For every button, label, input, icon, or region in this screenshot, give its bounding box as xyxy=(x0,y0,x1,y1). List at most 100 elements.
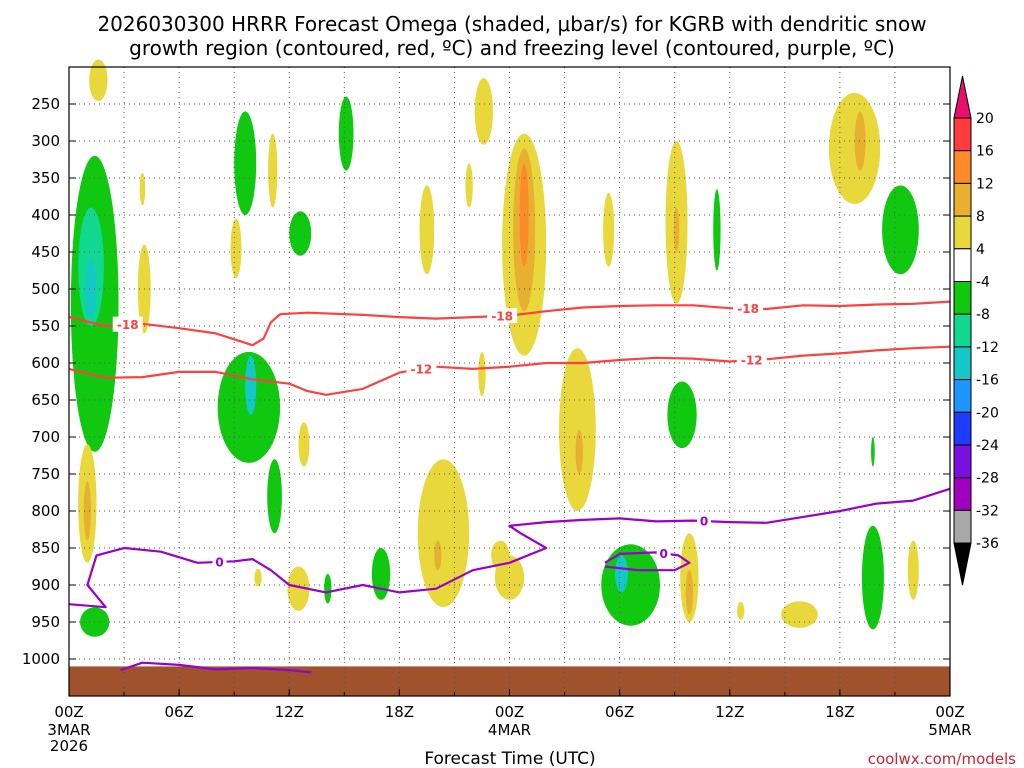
colorbar-label-1: 16 xyxy=(976,144,994,160)
colorbar-label-9: -20 xyxy=(976,405,999,421)
y-tick-label-550: 550 xyxy=(31,317,60,335)
x-tick-label-48: 00Z xyxy=(935,703,964,721)
omega-region-24 xyxy=(603,192,615,267)
contour-label-bg--18-1 xyxy=(487,307,518,323)
credit-text: coolwx.com/models xyxy=(868,750,1016,768)
colorbar-bin-3 xyxy=(953,215,972,250)
omega-region-12 xyxy=(267,459,282,534)
y-tick-label-800: 800 xyxy=(31,502,60,520)
contour-layer: -18 -18 -18 -12 -12 0 0 0 xyxy=(68,300,951,674)
omega-region-45 xyxy=(737,602,745,620)
omega-region-26 xyxy=(673,207,680,252)
contour-label-bg--12-0 xyxy=(406,361,437,377)
colorbar-bin-0 xyxy=(953,117,972,152)
omega-region-44 xyxy=(685,570,694,615)
colorbar-bin-8 xyxy=(953,379,972,413)
colorbar-label-7: -12 xyxy=(976,340,999,356)
contour-label-0-0: 0 xyxy=(215,555,223,569)
date-label-24-0: 4MAR xyxy=(488,721,531,739)
colorbar-bin-6 xyxy=(953,313,972,348)
omega-region-3 xyxy=(85,259,97,319)
contour-line-0b xyxy=(604,551,691,572)
x-tick-label-18: 18Z xyxy=(385,703,414,721)
omega-region-13 xyxy=(298,422,310,467)
omega-region-28 xyxy=(667,381,697,449)
contour-line--12 xyxy=(68,345,951,396)
contour-line--18 xyxy=(68,300,951,347)
colorbar-label-3: 8 xyxy=(976,209,985,225)
omega-region-49 xyxy=(907,540,919,600)
omega-region-4 xyxy=(139,172,146,206)
colorbar-bin-11 xyxy=(953,477,972,511)
x-axis-label: Forecast Time (UTC) xyxy=(424,749,595,768)
omega-region-41 xyxy=(601,544,661,626)
contour-label--12-1: -12 xyxy=(741,354,763,368)
colorbar-label-0: 20 xyxy=(976,111,994,127)
grid-layer xyxy=(68,67,951,696)
omega-region-0 xyxy=(89,59,108,102)
contour-label-bg--18-0 xyxy=(112,316,143,332)
omega-region-47 xyxy=(861,525,884,630)
y-tick-label-600: 600 xyxy=(31,354,60,372)
omega-region-27 xyxy=(713,189,721,271)
x-tick-label-6: 06Z xyxy=(164,703,193,721)
omega-region-31 xyxy=(882,185,919,275)
contour-label-0-1: 0 xyxy=(700,515,708,529)
y-tick-label-650: 650 xyxy=(31,391,60,409)
colorbar-bin-12 xyxy=(953,509,972,544)
y-tick-label-500: 500 xyxy=(31,280,60,298)
x-tick-label-36: 12Z xyxy=(715,703,744,721)
colorbar-bin-10 xyxy=(953,444,972,479)
omega-region-15 xyxy=(474,78,493,145)
contour-label-0b-0: 0 xyxy=(659,547,667,561)
colorbar-bin-2 xyxy=(953,182,972,217)
contour-label--12-0: -12 xyxy=(411,363,433,377)
contour-label--18-1: -18 xyxy=(491,309,513,323)
omega-region-8 xyxy=(268,133,278,208)
omega-region-23 xyxy=(575,429,583,474)
colorbar-label-10: -24 xyxy=(976,438,999,454)
omega-region-14 xyxy=(338,96,354,171)
date-label-0-0: 3MAR xyxy=(47,721,90,739)
omega-region-29 xyxy=(828,92,881,204)
omega-region-7 xyxy=(230,218,242,278)
omega-region-46 xyxy=(781,601,818,628)
colorbar-bin-5 xyxy=(953,281,972,315)
x-tick-label-0: 00Z xyxy=(54,703,83,721)
omega-region-9 xyxy=(289,211,312,256)
y-tick-label-300: 300 xyxy=(31,132,60,150)
contour-label-bg-0-1 xyxy=(697,513,712,529)
omega-region-51 xyxy=(83,481,92,541)
y-tick-label-250: 250 xyxy=(31,95,60,113)
omega-region-21 xyxy=(478,351,486,397)
y-tick-label-400: 400 xyxy=(31,206,60,224)
colorbar-bin-1 xyxy=(953,150,972,184)
x-tick-label-24: 00Z xyxy=(495,703,524,721)
contour-line-0 xyxy=(68,487,951,609)
y-tick-label-950: 950 xyxy=(31,613,60,631)
colorbar-label-11: -28 xyxy=(976,471,999,487)
y-tick-label-450: 450 xyxy=(31,243,60,261)
omega-region-11 xyxy=(245,355,257,415)
colorbar-top-arrow xyxy=(953,75,972,119)
y-tick-label-350: 350 xyxy=(31,169,60,187)
contour-label--18-0: -18 xyxy=(117,318,139,332)
omega-region-16 xyxy=(465,163,473,208)
omega-region-48 xyxy=(871,437,875,467)
contour-line-0c xyxy=(120,661,312,674)
plot-frame xyxy=(68,66,951,697)
date-label-0-1: 2026 xyxy=(50,737,88,755)
y-tick-label-1000: 1000 xyxy=(22,650,60,668)
date-label-48-0: 5MAR xyxy=(928,721,971,739)
omega-region-32 xyxy=(417,459,470,608)
contour-label-bg--12-1 xyxy=(736,352,767,368)
omega-region-37 xyxy=(324,573,332,604)
omega-region-42 xyxy=(615,555,628,593)
omega-region-38 xyxy=(287,566,310,611)
colorbar-label-4: 4 xyxy=(976,242,985,258)
contour-label-bg-0b-0 xyxy=(656,545,671,561)
plot-area xyxy=(70,59,919,637)
colorbar-label-8: -16 xyxy=(976,373,999,389)
y-tick-label-850: 850 xyxy=(31,539,60,557)
contour-label-bg--18-2 xyxy=(733,300,764,316)
